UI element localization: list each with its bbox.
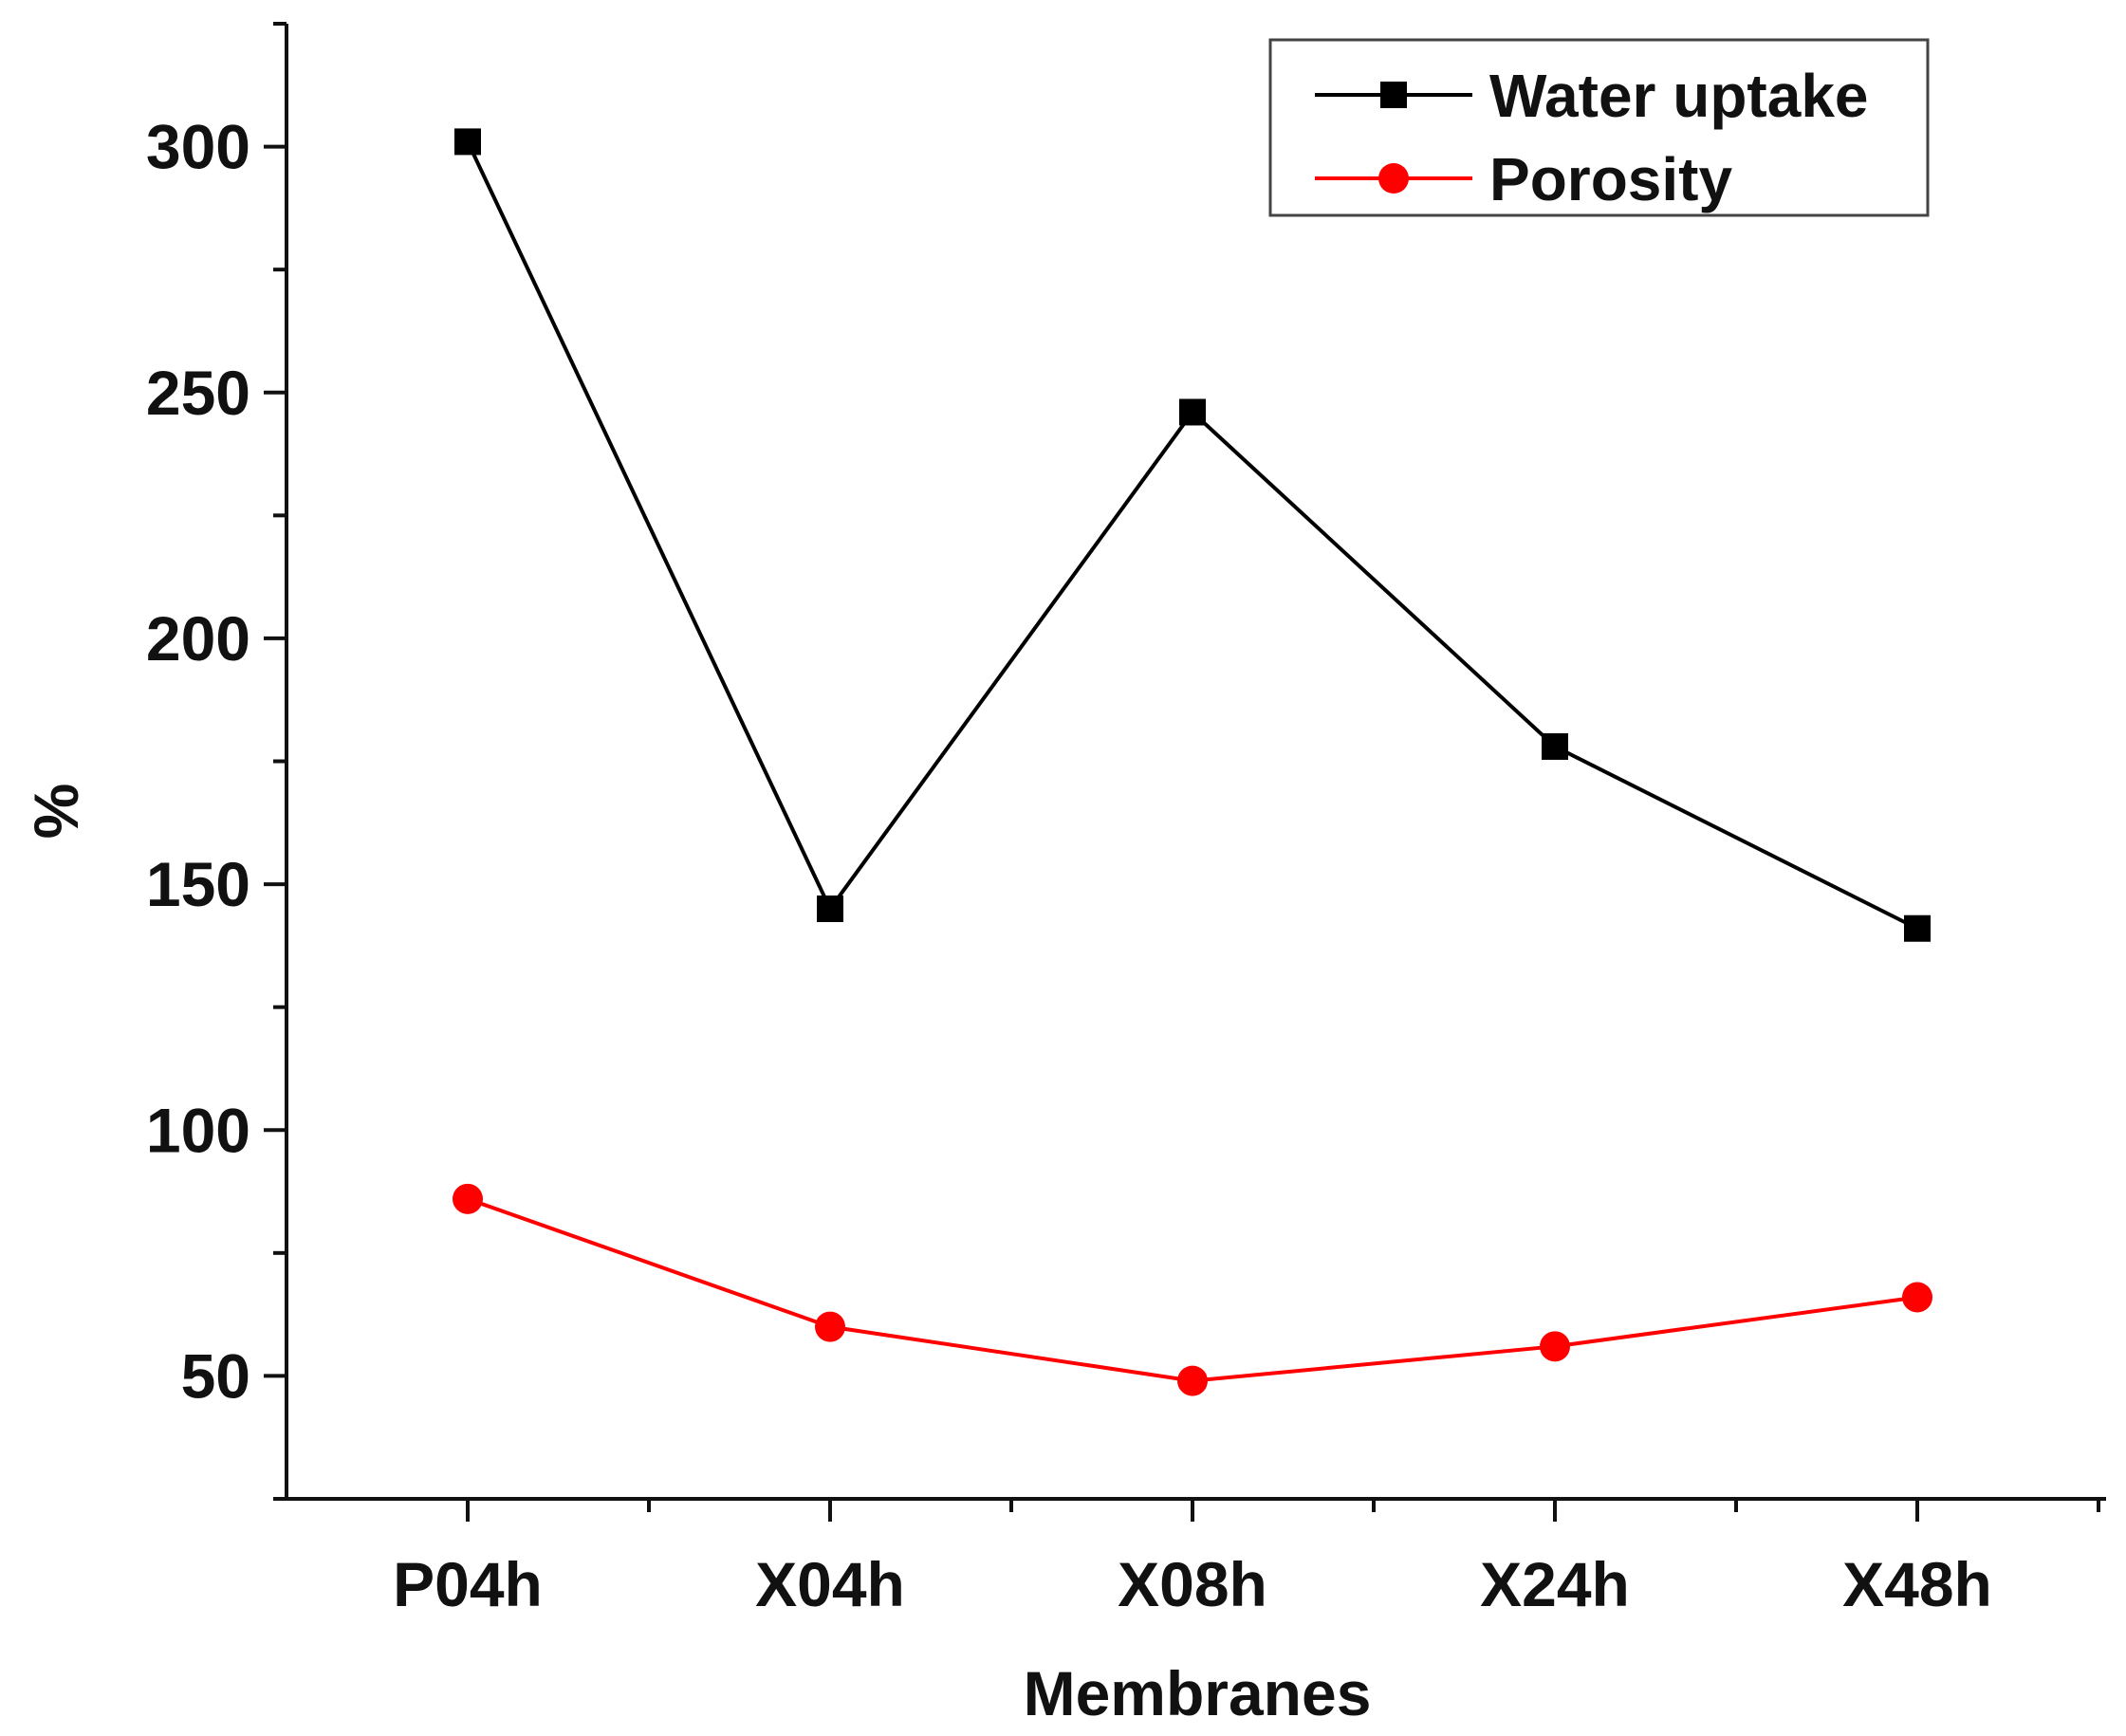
y-tick-label: 150 [146, 849, 250, 919]
data-point [815, 1311, 845, 1342]
legend-label: Porosity [1489, 145, 1732, 213]
legend-marker [1378, 163, 1409, 194]
data-point [1902, 1282, 1932, 1313]
y-tick-label: 50 [181, 1340, 250, 1411]
x-tick-label: P04h [393, 1549, 543, 1619]
series-porosity [453, 1183, 1932, 1396]
axis-ticks: 50 100 150 200 250 300 P04h X04h X08h X24h X48h [146, 22, 2100, 1619]
series-line [466, 140, 1918, 931]
series-layer [453, 128, 1932, 1396]
y-tick-label: 300 [146, 112, 250, 182]
data-point [453, 1183, 483, 1214]
legend-box [1268, 38, 1930, 217]
axes [285, 24, 2106, 1501]
x-tick-label: X04h [755, 1549, 905, 1619]
y-tick-label: 250 [146, 358, 250, 428]
x-axis-title: Membranes [1024, 1658, 1372, 1728]
x-tick-label: X08h [1118, 1549, 1267, 1619]
y-tick-label: 100 [146, 1095, 250, 1165]
x-tick-label: X24h [1480, 1549, 1630, 1619]
legend: Water uptake Porosity [1268, 38, 1930, 217]
data-point [1542, 732, 1568, 760]
x-tick-label: X48h [1842, 1549, 1992, 1619]
series-line [467, 1196, 1918, 1383]
data-point [454, 128, 481, 156]
data-point [1179, 398, 1206, 426]
y-tick-label: 200 [146, 603, 250, 674]
legend-label: Water uptake [1489, 62, 1869, 130]
legend-marker [1380, 82, 1407, 108]
data-point [817, 896, 843, 922]
data-point [1540, 1331, 1570, 1362]
data-point [1177, 1365, 1208, 1396]
y-axis-title: % [21, 784, 91, 840]
series-water-uptake [454, 128, 1931, 942]
data-point [1904, 914, 1931, 942]
